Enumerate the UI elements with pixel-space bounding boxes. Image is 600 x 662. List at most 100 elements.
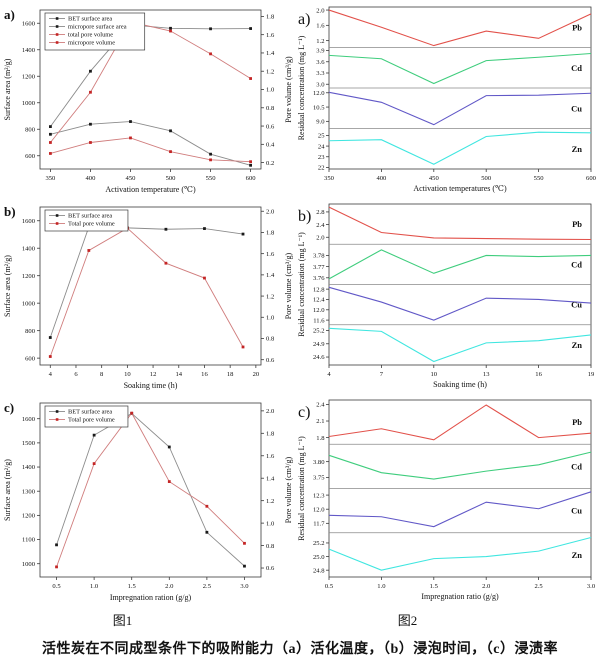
- legend-box: [44, 12, 146, 51]
- series-marker: [49, 132, 52, 136]
- x-tick-label: 500: [166, 175, 177, 182]
- series-marker: [169, 26, 172, 30]
- metal-label: Pb: [572, 417, 582, 427]
- series-marker: [243, 541, 246, 545]
- y-right-tick-label: 0.4: [266, 142, 275, 149]
- x-tick-label: 1.5: [128, 583, 137, 590]
- x-axis-label: Impregnation ration (g/g): [110, 593, 192, 602]
- series-marker: [249, 27, 252, 30]
- panel-letter: a): [4, 7, 15, 22]
- metal-label: Cd: [571, 63, 582, 73]
- metal-series-line: [328, 286, 592, 321]
- series-marker: [49, 152, 52, 155]
- series-marker: [241, 232, 245, 236]
- y-right-tick-label: 0.2: [266, 160, 274, 167]
- series-marker: [169, 150, 172, 154]
- x-tick-label: 8: [100, 371, 104, 378]
- y-tick-label: 12.3: [313, 492, 325, 499]
- y-right-tick-label: 0.6: [266, 123, 275, 130]
- x-axis-label: Impregnation ratio (g/g): [421, 592, 499, 601]
- series-marker: [48, 355, 52, 358]
- metal-label: Zn: [572, 144, 583, 154]
- series-marker: [203, 276, 206, 280]
- metal-series-line: [328, 206, 592, 241]
- y-left-tick-label: 600: [25, 355, 36, 362]
- x-tick-label: 2.0: [482, 583, 491, 590]
- x-tick-label: 600: [586, 175, 597, 182]
- y-tick-label: 2.4: [316, 222, 325, 229]
- y-right-tick-label: 0.6: [266, 357, 275, 364]
- legend-label: BET surface area: [68, 213, 112, 220]
- y-axis-label: Residual concentration (mg L⁻¹): [297, 35, 306, 140]
- series-marker: [209, 52, 212, 56]
- x-tick-label: 4: [327, 371, 331, 378]
- y-left-tick-label: 1200: [22, 73, 36, 80]
- y-left-tick-label: 800: [25, 126, 36, 133]
- series-line: [56, 412, 245, 568]
- series-marker: [87, 249, 91, 252]
- series-marker: [205, 530, 209, 534]
- y-tick-label: 24.8: [313, 567, 325, 574]
- x-tick-label: 600: [246, 175, 257, 182]
- y-tick-label: 1.2: [316, 38, 324, 45]
- y-tick-label: 9.0: [316, 119, 325, 126]
- series-marker: [55, 565, 58, 569]
- y-tick-label: 3.78: [313, 253, 325, 260]
- figure-caption: 活性炭在不同成型条件下的吸附能力（a）活化温度，（b）浸泡时间，（c）浸渍率: [42, 642, 558, 657]
- x-tick-label: 14: [175, 371, 182, 378]
- series-marker: [249, 163, 252, 167]
- series-marker: [89, 122, 92, 126]
- metal-label: Zn: [572, 340, 583, 350]
- legend-box: [44, 209, 129, 232]
- metal-series-line: [328, 536, 592, 571]
- y-tick-label: 12.4: [313, 297, 325, 304]
- series-marker: [48, 336, 52, 339]
- x-tick-label: 550: [534, 175, 545, 182]
- y-tick-label: 23: [318, 154, 325, 161]
- y-right-tick-label: 1.0: [266, 314, 275, 321]
- chart-fig1-soaking-time: 4 6 8 10 12 14 16 18 20 600 800 1000 1200 1400 1600 0.6…: [3, 204, 293, 390]
- metal-label: Cd: [571, 259, 582, 269]
- metal-series-line: [328, 52, 592, 85]
- chart-fig2-activation-temperatures: 350 400 450 500 550 600 Activation temperature…: [297, 6, 597, 193]
- series-marker: [209, 27, 212, 31]
- metal-label: Pb: [572, 219, 582, 229]
- y-tick-label: 3.75: [313, 475, 325, 482]
- x-tick-label: 13: [483, 371, 490, 378]
- x-tick-label: 2.5: [534, 583, 543, 590]
- series-marker: [92, 462, 96, 466]
- y-right-tick-label: 1.2: [266, 68, 274, 75]
- y-tick-label: 2.4: [316, 402, 325, 409]
- y-right-tick-label: 0.8: [266, 105, 275, 112]
- series-marker: [241, 345, 245, 349]
- series-line: [56, 412, 245, 567]
- x-tick-label: 0.5: [325, 583, 334, 590]
- series-marker: [89, 141, 92, 144]
- metal-series-line: [328, 131, 592, 165]
- series-marker: [205, 504, 209, 508]
- y-left-tick-label: 1600: [22, 20, 36, 27]
- y-tick-label: 25.2: [313, 540, 325, 547]
- series-marker: [164, 261, 168, 265]
- x-tick-label: 6: [74, 371, 78, 378]
- x-tick-label: 4: [49, 371, 53, 378]
- series-line: [50, 137, 251, 163]
- x-tick-label: 10: [431, 371, 438, 378]
- metal-series-line: [328, 327, 592, 363]
- y-tick-label: 3.80: [313, 459, 325, 466]
- y-tick-label: 3.9: [316, 48, 325, 55]
- x-tick-label: 350: [324, 175, 335, 182]
- y-right-axis-label: Pore volume (cm³/g): [284, 56, 293, 123]
- y-left-tick-label: 1400: [22, 47, 36, 54]
- legend-box: [44, 405, 129, 428]
- figure2-column: 350 400 450 500 550 600 Activation temperature…: [295, 2, 600, 629]
- y-tick-label: 22: [318, 165, 325, 172]
- y-tick-label: 25.2: [313, 328, 325, 335]
- y-tick-label: 24: [318, 143, 325, 150]
- y-tick-label: 25: [318, 133, 325, 140]
- y-left-tick-label: 1400: [22, 464, 36, 471]
- y-tick-label: 12.0: [313, 307, 325, 314]
- series-marker: [209, 152, 212, 156]
- legend-label: micropore volume: [68, 40, 115, 47]
- series-marker: [49, 141, 52, 144]
